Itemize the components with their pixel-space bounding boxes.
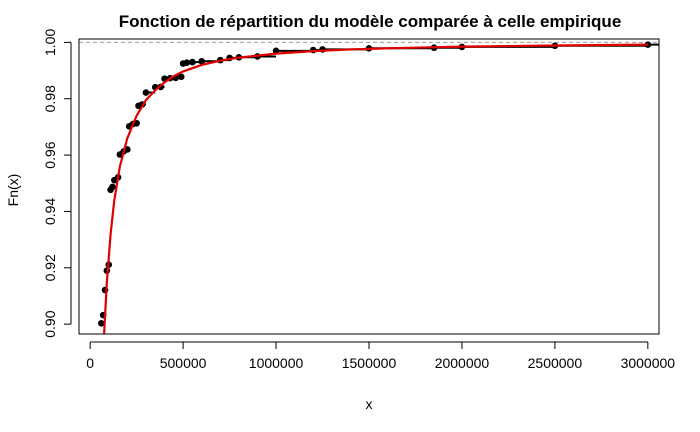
x-tick-label: 1000000 <box>249 355 304 371</box>
empirical-step-line <box>101 43 659 325</box>
x-tick-label: 0 <box>86 355 94 371</box>
data-point <box>198 57 205 65</box>
y-tick-label: 0.96 <box>42 141 58 168</box>
x-tick-label: 500000 <box>160 355 207 371</box>
x-tick-label: 2500000 <box>528 355 583 371</box>
plot-area <box>79 41 659 334</box>
x-axis-label: x <box>366 396 373 412</box>
data-point <box>109 183 116 191</box>
plot-content <box>79 41 659 334</box>
chart-title: Fonction de répartition du modèle compar… <box>119 12 622 31</box>
y-tick-label: 0.98 <box>42 85 58 112</box>
x-tick-label: 1500000 <box>342 355 397 371</box>
y-axis-label: Fn(x) <box>5 174 21 207</box>
y-tick-label: 0.90 <box>42 310 58 337</box>
y-tick-label: 0.92 <box>42 254 58 281</box>
data-point <box>177 73 185 81</box>
y-tick-label: 0.94 <box>42 198 58 225</box>
y-axis: 0.90 0.92 0.94 0.96 0.98 1.00 <box>42 29 72 338</box>
data-point <box>183 59 191 66</box>
data-point <box>142 89 150 96</box>
y-tick-label: 1.00 <box>42 29 58 56</box>
x-tick-label: 2000000 <box>435 355 490 371</box>
model-curve <box>103 43 648 334</box>
plot-frame <box>78 38 660 335</box>
data-point <box>189 58 196 66</box>
data-point <box>98 319 105 327</box>
x-tick-label: 3000000 <box>621 355 676 371</box>
x-axis: 0 500000 1000000 1500000 2000000 2500000 30000… <box>86 341 676 371</box>
